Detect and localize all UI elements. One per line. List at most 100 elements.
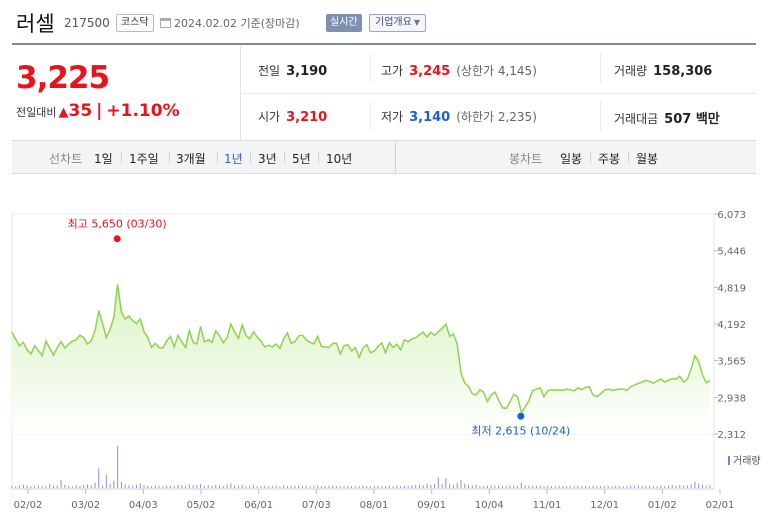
volume-bar [456, 482, 458, 488]
volume-bar [335, 486, 337, 488]
period-3y[interactable]: 3년 [258, 152, 277, 166]
volume-bar [351, 486, 353, 488]
volume-bar [64, 484, 66, 488]
candle-chart-label: 봉차트 [509, 152, 543, 166]
volume-bar [483, 486, 485, 488]
volume-bar [611, 486, 613, 488]
volume-bar [430, 484, 432, 488]
volume-bar [143, 485, 145, 488]
volume-bar [618, 486, 620, 488]
low-price: 저가 3,140 (하한가 2,235) [381, 108, 537, 125]
volume-bar [11, 485, 13, 488]
period-separator [121, 152, 122, 163]
period-10y[interactable]: 10년 [326, 152, 353, 166]
volume-bar [211, 485, 213, 488]
volume-bar [328, 485, 330, 488]
volume-bar [634, 485, 636, 488]
volume-bar [249, 485, 251, 488]
volume-bar [162, 486, 164, 488]
volume-bar [660, 485, 662, 488]
header-divider [12, 43, 756, 45]
period-5y[interactable]: 5년 [292, 152, 311, 166]
volume-bar [701, 484, 703, 488]
high-label: 최고 5,650 (03/30) [68, 218, 167, 231]
volume-bar [600, 486, 602, 488]
change-value: 35 [68, 101, 93, 121]
period-1y[interactable]: 1년 [224, 152, 243, 166]
x-tick-label: 03/02 [71, 500, 100, 511]
volume-bar [256, 486, 258, 488]
volume-bar [656, 486, 658, 488]
prev-close-label: 전일 [258, 64, 281, 78]
date-info: 2024.02.02 기준(장마감) [160, 15, 300, 31]
volume-bar [596, 486, 598, 488]
x-tick-label: 09/01 [417, 500, 446, 511]
volume-bar [581, 486, 583, 488]
open-price: 시가 3,210 [258, 108, 327, 125]
volume-bar [320, 486, 322, 488]
volume-bar [664, 486, 666, 488]
y-tick-label: 4,192 [717, 320, 746, 331]
volume-bar [317, 485, 319, 488]
volume-bar [102, 485, 104, 488]
volume-bar [192, 485, 194, 488]
chevron-down-icon: ▼ [413, 18, 420, 27]
volume-bar [498, 485, 500, 488]
volume-bar [452, 484, 454, 488]
volume-bar [475, 484, 477, 488]
volume-bar [539, 485, 541, 488]
low-marker [517, 412, 525, 420]
x-tick-label: 12/01 [590, 500, 619, 511]
volume-bar [369, 486, 371, 488]
volume-bar [41, 486, 43, 488]
up-arrow-icon: ▲ [58, 105, 69, 120]
volume-bar [449, 484, 451, 488]
volume-bar [445, 478, 447, 488]
open-label: 시가 [258, 110, 281, 124]
volume-bar [309, 486, 311, 488]
x-axis-labels: 02/02 03/02 04/03 05/02 06/01 07/03 08/01 09/01… [14, 489, 734, 511]
volume-bar [124, 484, 126, 488]
volume-bar [641, 485, 643, 488]
volume-bar [75, 485, 77, 488]
stock-code: 217500 [64, 16, 110, 30]
volume-bar [471, 485, 473, 488]
volume-bar [400, 486, 402, 488]
company-overview-dropdown[interactable]: 기업개요 ▼ [369, 14, 426, 32]
upper-limit: (상한가 4,145) [456, 64, 537, 78]
volume-bar [215, 484, 217, 488]
volume-bar [37, 485, 39, 488]
volume-bar [686, 485, 688, 488]
volume-bar [347, 485, 349, 488]
period-1d[interactable]: 1일 [94, 152, 113, 166]
volume-bar [690, 484, 692, 488]
candle-monthly[interactable]: 월봉 [636, 152, 659, 166]
y-tick-label: 4,819 [717, 283, 746, 294]
y-axis-ticks: 6,073 5,446 4,819 4,192 3,565 2,938 2,312 [714, 210, 746, 441]
volume-bar [173, 486, 175, 488]
volume-bar [626, 486, 628, 488]
period-1w[interactable]: 1주일 [129, 152, 159, 166]
period-3m[interactable]: 3개월 [176, 152, 206, 166]
x-tick-label: 11/01 [533, 500, 562, 511]
volume-bar [264, 485, 266, 488]
volume-legend-label: 거래량 [733, 456, 761, 467]
volume-bar [569, 486, 571, 488]
volume-bar [517, 485, 519, 488]
volume-bar [283, 485, 285, 488]
y-tick-label: 2,938 [717, 393, 746, 404]
realtime-button[interactable]: 실시간 [326, 14, 362, 32]
volume-bar [630, 485, 632, 488]
volume-bar [573, 486, 575, 488]
volume-bar [151, 486, 153, 488]
price-chart[interactable]: 6,073 5,446 4,819 4,192 3,565 2,938 2,312 02/0… [0, 196, 770, 527]
volume-value: 158,306 [653, 64, 713, 79]
change-separator: | [96, 101, 103, 121]
volume-bar [117, 446, 119, 488]
volume-bar [532, 486, 534, 488]
volume-bar [188, 484, 190, 488]
candle-daily[interactable]: 일봉 [560, 152, 583, 166]
volume-bar [207, 485, 209, 488]
candle-weekly[interactable]: 주봉 [598, 152, 621, 166]
volume-bar [509, 485, 511, 488]
